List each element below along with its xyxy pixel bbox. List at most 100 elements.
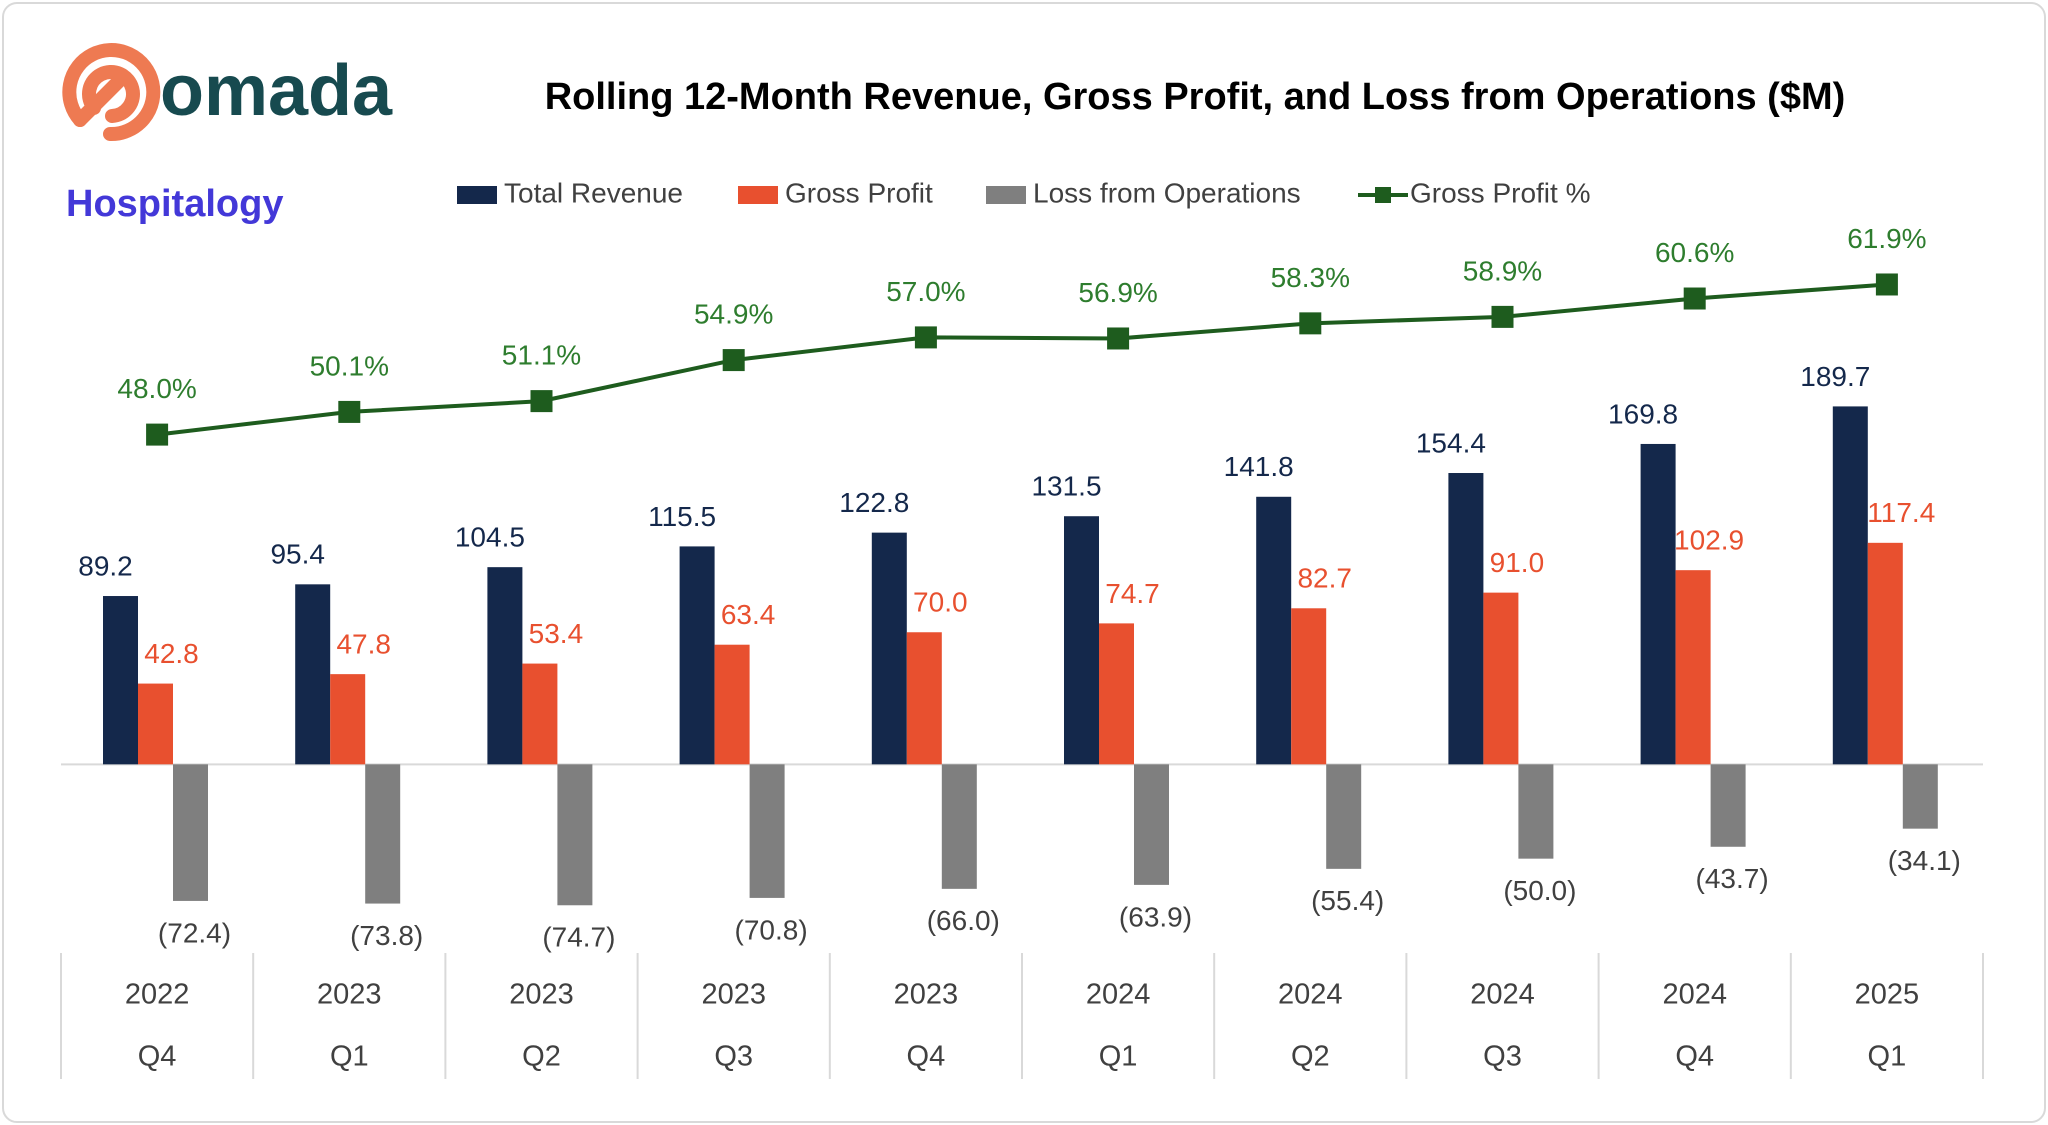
- data-label: 51.1%: [502, 340, 581, 371]
- line: [156, 282, 1888, 437]
- x-tick-quarter: Q1: [330, 1041, 369, 1073]
- bar: [103, 596, 138, 765]
- data-label: 154.4: [1416, 427, 1486, 458]
- data-label: 169.8: [1608, 398, 1678, 429]
- x-tick-quarter: Q1: [1099, 1041, 1138, 1073]
- bar: [1902, 764, 1938, 829]
- x-tick-year: 2023: [509, 979, 574, 1011]
- line-marker: [146, 423, 169, 446]
- line-marker: [722, 349, 745, 372]
- data-label: 57.0%: [886, 276, 965, 307]
- bar: [330, 674, 366, 765]
- data-label: 61.9%: [1847, 223, 1926, 254]
- bar: [1640, 443, 1676, 765]
- data-label: (50.0): [1503, 875, 1576, 906]
- brand-icon: [62, 43, 161, 142]
- legend-swatch: [738, 186, 778, 204]
- data-label: 58.3%: [1271, 262, 1350, 293]
- x-tick-year: 2024: [1086, 979, 1151, 1011]
- bar: [557, 764, 593, 906]
- data-label: 54.9%: [694, 298, 773, 329]
- data-label: 141.8: [1224, 451, 1294, 482]
- brand-logo: omada: [160, 51, 393, 131]
- line-marker: [1491, 305, 1514, 328]
- bar: [1710, 764, 1746, 847]
- data-label: 115.5: [648, 501, 716, 532]
- legend-swatch: [457, 186, 497, 204]
- bar: [1832, 406, 1868, 765]
- data-label: 53.4: [529, 618, 584, 649]
- x-tick-year: 2024: [1470, 979, 1535, 1011]
- line-marker: [1107, 327, 1130, 350]
- bar: [1326, 764, 1362, 869]
- line-marker: [338, 400, 361, 423]
- legend-label: Gross Profit %: [1410, 177, 1590, 208]
- bar: [871, 532, 907, 765]
- data-label: 131.5: [1031, 471, 1101, 502]
- data-label: 47.8: [336, 629, 391, 660]
- legend-label: Loss from Operations: [1033, 177, 1301, 208]
- bar: [1675, 570, 1711, 765]
- x-tick-year: 2023: [894, 979, 959, 1011]
- data-label: 42.8: [144, 638, 199, 669]
- data-label: 95.4: [270, 539, 325, 570]
- data-label: 104.5: [455, 522, 525, 553]
- data-label: 91.0: [1490, 547, 1545, 578]
- data-label: (70.8): [735, 914, 808, 945]
- data-label: 58.9%: [1463, 255, 1542, 286]
- bar: [1867, 542, 1903, 765]
- x-tick-year: 2023: [701, 979, 766, 1011]
- bar: [1099, 623, 1134, 765]
- data-label: (43.7): [1696, 863, 1769, 894]
- data-label: 122.8: [839, 487, 909, 518]
- bar: [941, 764, 977, 889]
- chart-title: Rolling 12-Month Revenue, Gross Profit, …: [545, 76, 1846, 118]
- x-tick-year: 2022: [125, 979, 190, 1011]
- bar: [138, 683, 173, 765]
- data-label: 189.7: [1800, 361, 1870, 392]
- x-tick-year: 2025: [1855, 979, 1920, 1011]
- bar: [749, 764, 785, 898]
- x-tick-year: 2024: [1662, 979, 1727, 1011]
- bar: [1483, 592, 1519, 765]
- legend-label: Gross Profit: [785, 177, 933, 208]
- data-label: (74.7): [542, 922, 615, 953]
- bar: [173, 764, 208, 901]
- x-tick-quarter: Q2: [522, 1041, 561, 1073]
- x-tick-quarter: Q3: [1483, 1041, 1522, 1073]
- bar: [1134, 764, 1169, 885]
- data-label: 117.4: [1867, 497, 1935, 528]
- data-label: (73.8): [350, 920, 423, 951]
- data-label: (63.9): [1119, 901, 1192, 932]
- data-label: 102.9: [1674, 525, 1744, 556]
- x-tick-quarter: Q1: [1868, 1041, 1907, 1073]
- data-label: (66.0): [927, 905, 1000, 936]
- data-label: 56.9%: [1078, 277, 1157, 308]
- line-marker: [1299, 312, 1322, 335]
- source-logo: Hospitalogy: [66, 183, 283, 225]
- data-label: 60.6%: [1655, 237, 1734, 268]
- bar: [1291, 608, 1327, 765]
- bar: [679, 546, 715, 765]
- line-marker: [530, 390, 553, 413]
- bar: [1518, 764, 1554, 859]
- line-marker: [914, 326, 937, 349]
- data-label: 74.7: [1105, 578, 1160, 609]
- x-tick-year: 2024: [1278, 979, 1343, 1011]
- bar: [295, 584, 331, 765]
- legend-marker: [1375, 187, 1391, 203]
- bar: [487, 567, 523, 765]
- bar: [714, 644, 750, 765]
- data-label: 48.0%: [117, 373, 196, 404]
- x-tick-quarter: Q2: [1291, 1041, 1330, 1073]
- line-marker: [1683, 287, 1706, 310]
- bar: [906, 632, 942, 765]
- bar: [1256, 496, 1292, 765]
- data-label: 50.1%: [310, 350, 389, 381]
- data-label: 89.2: [78, 550, 133, 581]
- data-label: (34.1): [1888, 845, 1961, 876]
- bar: [522, 663, 558, 765]
- line-marker: [1875, 273, 1898, 296]
